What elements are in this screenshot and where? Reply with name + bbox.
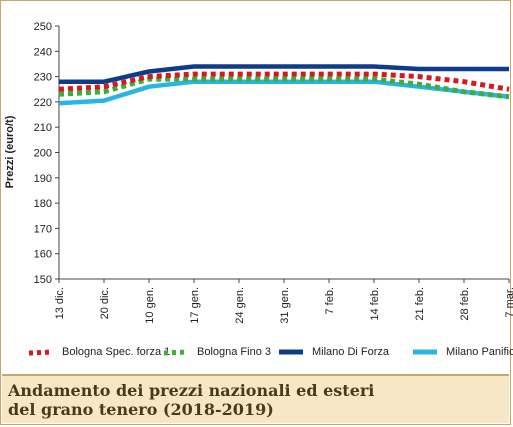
- y-tick-label: 210: [34, 122, 52, 134]
- y-axis-label-group: Prezzi (euro/t): [4, 115, 16, 188]
- x-tick-label: 28 feb.: [459, 287, 471, 321]
- legend-label: Bologna Spec. forza 1: [62, 346, 171, 358]
- legend-label: Bologna Fino 3: [197, 346, 271, 358]
- legend-swatch: [163, 349, 189, 356]
- y-tick-label: 160: [34, 249, 52, 261]
- x-axis-ticks: 13 dic. 20 dic. 10 gen. 17 gen. 24 gen. 31 ge…: [54, 279, 513, 324]
- legend-swatch-line: [163, 349, 189, 356]
- x-tick-label: 31 gen.: [279, 287, 291, 324]
- legend-item: Milano Di Forza: [278, 344, 389, 360]
- caption: Andamento dei prezzi nazionali ed esteri…: [2, 374, 509, 423]
- line-chart: Prezzi (euro/t) 150 160 170 180 190 200 210 220…: [4, 21, 513, 324]
- x-tick-label: 14 feb.: [369, 287, 381, 321]
- y-axis-ticks: 150 160 170 180 190 200 210 220 230 240 250: [34, 21, 59, 286]
- caption-line-2: del grano tenero (2018-2019): [8, 400, 274, 419]
- series-lines: [58, 64, 510, 106]
- legend-item: Bologna Spec. forza 1: [28, 344, 170, 360]
- x-tick-label: 21 feb.: [414, 287, 426, 321]
- legend-swatch: [413, 349, 437, 355]
- legend-label: Milano Di Forza: [312, 346, 390, 358]
- legend-swatch: [28, 349, 54, 356]
- x-tick-label: 10 gen.: [144, 287, 156, 324]
- series-line-3: [58, 79, 510, 106]
- y-tick-label: 200: [34, 148, 52, 160]
- y-tick-label: 250: [34, 21, 52, 33]
- y-tick-label: 190: [34, 173, 52, 185]
- x-tick-label: 24 gen.: [234, 287, 246, 324]
- legend-item: Milano Panificabile: [412, 344, 513, 360]
- x-tick-label: 13 dic.: [54, 287, 66, 319]
- x-tick-label: 7 mar.: [504, 287, 513, 318]
- legend: Bologna Spec. forza 1 Bologna Fino 3 Milan…: [0, 338, 513, 366]
- series-line-2: [59, 64, 509, 84]
- y-tick-label: 240: [34, 46, 52, 58]
- y-axis-label: Prezzi (euro/t): [4, 115, 16, 188]
- legend-swatch: [279, 349, 303, 355]
- y-tick-label: 150: [34, 274, 52, 286]
- x-tick-label: 20 dic.: [99, 287, 111, 319]
- y-tick-label: 220: [34, 97, 52, 109]
- x-tick-label: 7 feb.: [324, 287, 336, 315]
- legend-label: Milano Panificabile: [446, 346, 513, 358]
- legend-swatch-line: [28, 349, 54, 356]
- series-line-1: [58, 76, 510, 100]
- legend-item: Bologna Fino 3: [163, 344, 271, 360]
- y-tick-label: 180: [34, 198, 52, 210]
- axes: [58, 26, 509, 280]
- caption-line-1: Andamento dei prezzi nazionali ed esteri: [8, 381, 375, 400]
- x-tick-label: 17 gen.: [189, 287, 201, 324]
- y-tick-label: 230: [34, 72, 52, 84]
- series-line-0: [58, 71, 510, 92]
- y-tick-label: 170: [34, 223, 52, 235]
